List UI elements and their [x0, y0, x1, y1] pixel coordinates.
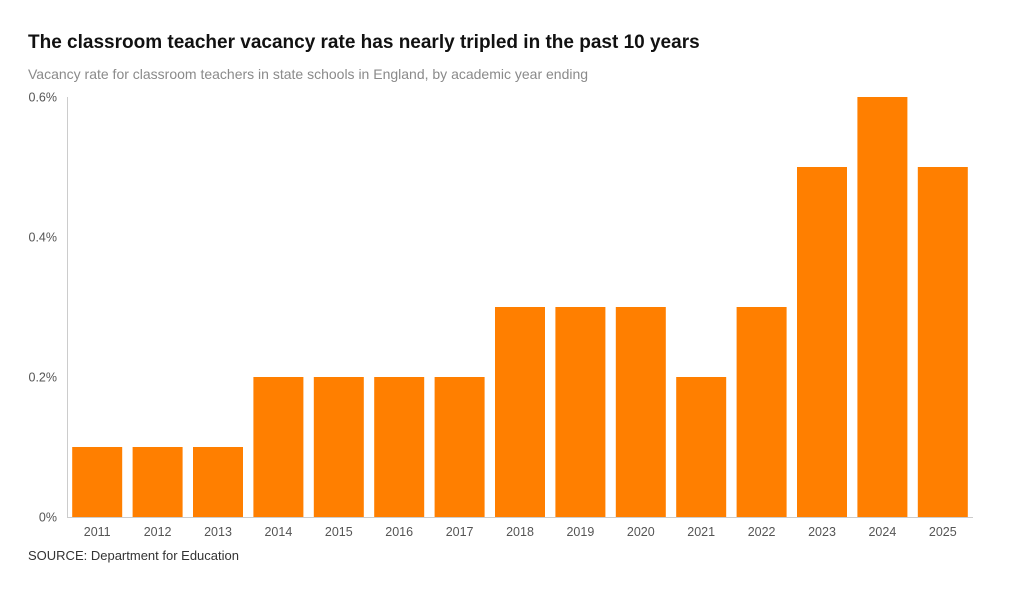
- x-tick-label: 2013: [204, 525, 232, 539]
- bar-2021: [676, 377, 727, 517]
- x-tick-label: 2015: [325, 525, 353, 539]
- bar-2019: [555, 307, 606, 517]
- x-tick-label: 2025: [929, 525, 957, 539]
- x-tick-label: 2017: [446, 525, 474, 539]
- chart-title: The classroom teacher vacancy rate has n…: [28, 32, 700, 53]
- bar-2020: [615, 307, 666, 517]
- x-tick-label: 2023: [808, 525, 836, 539]
- bar-2024: [857, 97, 908, 517]
- bar-2012: [132, 447, 183, 517]
- bar-2015: [313, 377, 364, 517]
- x-tick-label: 2021: [687, 525, 715, 539]
- x-tick-label: 2016: [385, 525, 413, 539]
- bar-2022: [736, 307, 787, 517]
- bar-2013: [193, 447, 243, 517]
- x-tick-label: 2020: [627, 525, 655, 539]
- x-tick-label: 2024: [868, 525, 896, 539]
- x-tick-label: 2019: [566, 525, 594, 539]
- source-note: SOURCE: Department for Education: [28, 548, 239, 563]
- bar-2023: [797, 167, 847, 517]
- x-tick-label: 2022: [748, 525, 776, 539]
- bar-2011: [72, 447, 123, 517]
- x-tick-label: 2014: [264, 525, 292, 539]
- chart-subtitle: Vacancy rate for classroom teachers in s…: [28, 66, 589, 82]
- x-tick-label: 2012: [144, 525, 172, 539]
- bar-2014: [253, 377, 304, 517]
- y-tick-label: 0.4%: [29, 231, 58, 245]
- x-tick-label: 2011: [84, 525, 111, 539]
- y-axis: 0% 0.2% 0.4% 0.6%: [29, 91, 68, 525]
- x-axis: 2011 2012 2013 2014 2015 2016 2017 2018 2019 2020…: [67, 517, 973, 539]
- y-tick-label: 0.6%: [29, 91, 58, 105]
- y-tick-label: 0.2%: [29, 371, 58, 385]
- bar-2017: [434, 377, 485, 517]
- bars-group: [72, 97, 968, 517]
- x-tick-label: 2018: [506, 525, 534, 539]
- bar-2025: [917, 167, 968, 517]
- bar-2018: [495, 307, 545, 517]
- y-tick-label: 0%: [39, 511, 57, 525]
- bar-2016: [374, 377, 425, 517]
